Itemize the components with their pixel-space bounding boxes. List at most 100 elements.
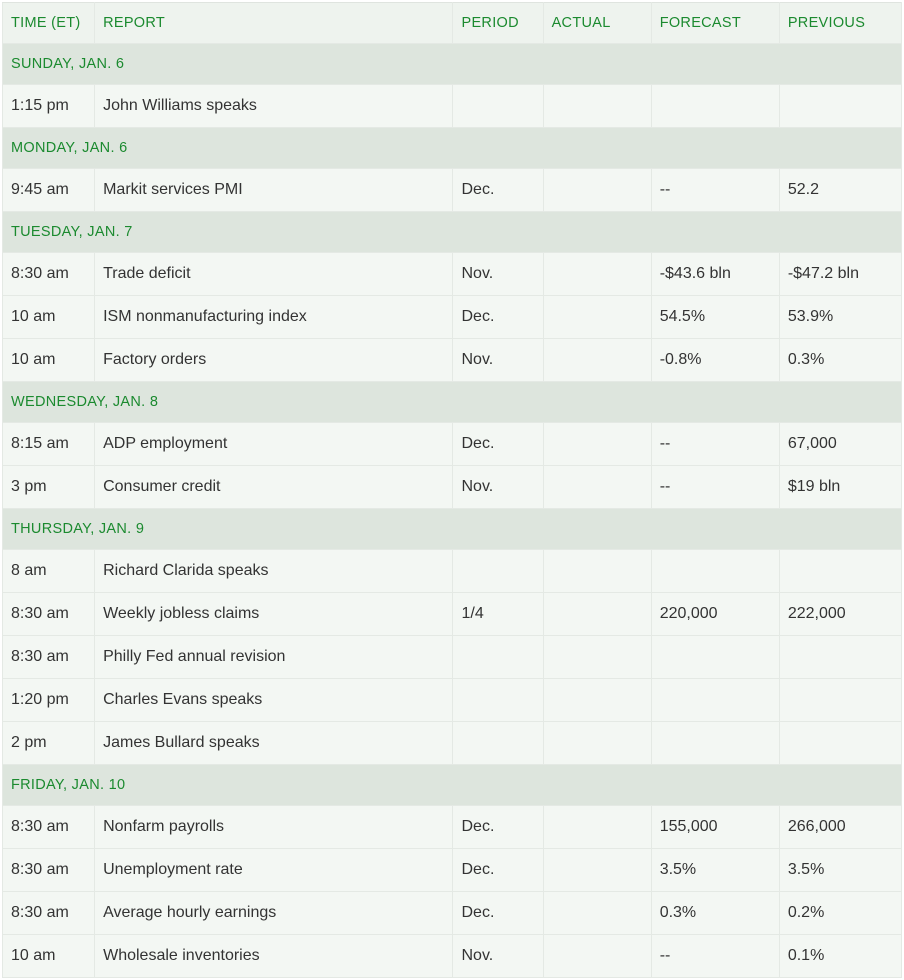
- economic-calendar-table: TIME (ET) REPORT PERIOD ACTUAL FORECAST …: [2, 2, 902, 978]
- cell-actual: [543, 423, 651, 466]
- cell-period: Dec.: [453, 423, 543, 466]
- cell-time: 8:30 am: [3, 636, 95, 679]
- cell-period: Nov.: [453, 935, 543, 978]
- cell-previous: [779, 722, 901, 765]
- col-header-period: PERIOD: [453, 3, 543, 44]
- cell-period: [453, 85, 543, 128]
- cell-previous: 0.3%: [779, 339, 901, 382]
- table-row: 8:30 amTrade deficitNov.-$43.6 bln-$47.2…: [3, 253, 902, 296]
- cell-actual: [543, 339, 651, 382]
- cell-actual: [543, 85, 651, 128]
- cell-report: ISM nonmanufacturing index: [95, 296, 453, 339]
- day-header-row: TUESDAY, JAN. 7: [3, 212, 902, 253]
- table-row: 1:15 pmJohn Williams speaks: [3, 85, 902, 128]
- cell-forecast: [651, 679, 779, 722]
- cell-actual: [543, 296, 651, 339]
- day-header-label: SUNDAY, JAN. 6: [3, 44, 902, 85]
- cell-forecast: 155,000: [651, 806, 779, 849]
- cell-report: John Williams speaks: [95, 85, 453, 128]
- cell-forecast: 3.5%: [651, 849, 779, 892]
- cell-time: 3 pm: [3, 466, 95, 509]
- cell-period: Nov.: [453, 253, 543, 296]
- cell-time: 2 pm: [3, 722, 95, 765]
- cell-period: 1/4: [453, 593, 543, 636]
- day-header-label: TUESDAY, JAN. 7: [3, 212, 902, 253]
- cell-report: Weekly jobless claims: [95, 593, 453, 636]
- cell-report: James Bullard speaks: [95, 722, 453, 765]
- cell-previous: [779, 85, 901, 128]
- col-header-forecast: FORECAST: [651, 3, 779, 44]
- cell-report: Average hourly earnings: [95, 892, 453, 935]
- cell-time: 8:15 am: [3, 423, 95, 466]
- cell-previous: 53.9%: [779, 296, 901, 339]
- table-body: SUNDAY, JAN. 61:15 pmJohn Williams speak…: [3, 44, 902, 978]
- day-header-row: SUNDAY, JAN. 6: [3, 44, 902, 85]
- day-header-row: MONDAY, JAN. 6: [3, 128, 902, 169]
- cell-forecast: --: [651, 423, 779, 466]
- cell-actual: [543, 849, 651, 892]
- cell-time: 8:30 am: [3, 892, 95, 935]
- cell-period: Nov.: [453, 339, 543, 382]
- cell-time: 9:45 am: [3, 169, 95, 212]
- cell-previous: 0.1%: [779, 935, 901, 978]
- cell-previous: 3.5%: [779, 849, 901, 892]
- cell-period: [453, 722, 543, 765]
- cell-time: 8:30 am: [3, 593, 95, 636]
- day-header-label: THURSDAY, JAN. 9: [3, 509, 902, 550]
- cell-actual: [543, 679, 651, 722]
- day-header-row: FRIDAY, JAN. 10: [3, 765, 902, 806]
- table-row: 3 pmConsumer creditNov. --$19 bln: [3, 466, 902, 509]
- cell-period: Nov.: [453, 466, 543, 509]
- table-row: 8:30 amNonfarm payrollsDec.155,000266,00…: [3, 806, 902, 849]
- col-header-previous: PREVIOUS: [779, 3, 901, 44]
- cell-period: [453, 550, 543, 593]
- cell-actual: [543, 253, 651, 296]
- cell-previous: [779, 679, 901, 722]
- cell-report: Richard Clarida speaks: [95, 550, 453, 593]
- day-header-label: MONDAY, JAN. 6: [3, 128, 902, 169]
- cell-time: 8:30 am: [3, 849, 95, 892]
- table-row: 8:30 amAverage hourly earningsDec.0.3%0.…: [3, 892, 902, 935]
- table-row: 2 pmJames Bullard speaks: [3, 722, 902, 765]
- cell-report: Factory orders: [95, 339, 453, 382]
- col-header-time: TIME (ET): [3, 3, 95, 44]
- cell-previous: 222,000: [779, 593, 901, 636]
- cell-forecast: -0.8%: [651, 339, 779, 382]
- table-row: 8:30 amWeekly jobless claims1/4220,00022…: [3, 593, 902, 636]
- day-header-label: WEDNESDAY, JAN. 8: [3, 382, 902, 423]
- cell-report: Trade deficit: [95, 253, 453, 296]
- cell-period: [453, 636, 543, 679]
- cell-report: Philly Fed annual revision: [95, 636, 453, 679]
- cell-actual: [543, 636, 651, 679]
- table-row: 8:30 amPhilly Fed annual revision: [3, 636, 902, 679]
- cell-previous: 52.2: [779, 169, 901, 212]
- cell-report: Markit services PMI: [95, 169, 453, 212]
- cell-report: Wholesale inventories: [95, 935, 453, 978]
- table-row: 8 amRichard Clarida speaks: [3, 550, 902, 593]
- cell-forecast: --: [651, 466, 779, 509]
- table-row: 9:45 amMarkit services PMIDec.--52.2: [3, 169, 902, 212]
- cell-forecast: 54.5%: [651, 296, 779, 339]
- cell-report: Consumer credit: [95, 466, 453, 509]
- cell-period: Dec.: [453, 296, 543, 339]
- cell-period: Dec.: [453, 892, 543, 935]
- cell-report: Unemployment rate: [95, 849, 453, 892]
- cell-time: 8:30 am: [3, 806, 95, 849]
- cell-forecast: --: [651, 935, 779, 978]
- cell-forecast: 0.3%: [651, 892, 779, 935]
- table-row: 10 amWholesale inventoriesNov.--0.1%: [3, 935, 902, 978]
- cell-period: [453, 679, 543, 722]
- day-header-row: THURSDAY, JAN. 9: [3, 509, 902, 550]
- cell-report: Charles Evans speaks: [95, 679, 453, 722]
- table-row: 1:20 pmCharles Evans speaks: [3, 679, 902, 722]
- cell-previous: $19 bln: [779, 466, 901, 509]
- cell-actual: [543, 892, 651, 935]
- cell-time: 8:30 am: [3, 253, 95, 296]
- cell-period: Dec.: [453, 806, 543, 849]
- cell-time: 8 am: [3, 550, 95, 593]
- cell-report: ADP employment: [95, 423, 453, 466]
- cell-actual: [543, 550, 651, 593]
- cell-actual: [543, 935, 651, 978]
- cell-previous: 67,000: [779, 423, 901, 466]
- day-header-label: FRIDAY, JAN. 10: [3, 765, 902, 806]
